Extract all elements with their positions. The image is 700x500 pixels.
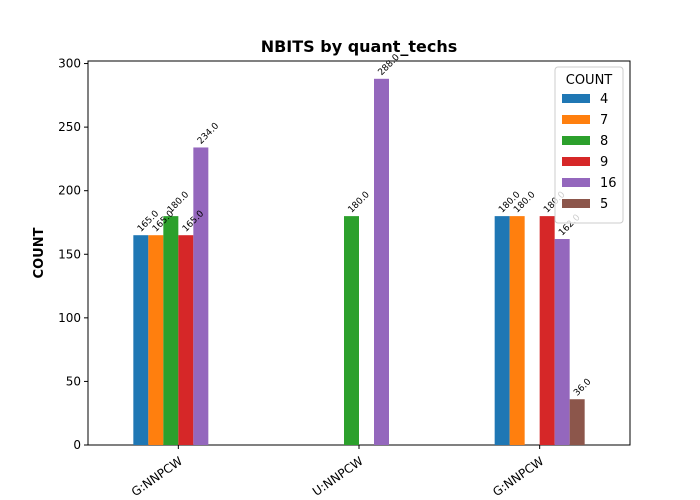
- y-tick-label: 0: [73, 438, 81, 452]
- y-tick-label: 300: [58, 57, 81, 71]
- legend-title: COUNT: [566, 73, 613, 88]
- y-tick-label: 150: [58, 247, 81, 261]
- bar-9-2: [539, 216, 555, 445]
- legend-swatch-8: [562, 136, 590, 145]
- legend: COUNT 4 7 8 9 16 5: [554, 66, 624, 224]
- bar-7-0: [148, 235, 164, 445]
- data-label: 234.0: [196, 121, 221, 146]
- bar-5-2: [569, 399, 585, 445]
- bar-8-0: [163, 216, 179, 445]
- bar-8-1: [344, 216, 359, 445]
- bar-16-1: [374, 78, 389, 445]
- bar-16-2: [554, 239, 570, 445]
- y-tick-label: 50: [66, 374, 81, 388]
- legend-swatch-4: [562, 94, 590, 103]
- bars: [133, 78, 585, 446]
- x-tick-label: U:NNPCW: [310, 454, 366, 499]
- legend-swatch-9: [562, 157, 590, 166]
- y-tick-label: 250: [58, 120, 81, 134]
- bar-16-0: [193, 147, 209, 446]
- x-tick-label: G:NNPCW: [490, 454, 546, 499]
- data-label: 36.0: [572, 377, 593, 398]
- legend-swatch-5: [562, 199, 590, 208]
- legend-entry-5: 5: [600, 197, 608, 212]
- bar-7-2: [509, 216, 525, 445]
- bar-9-0: [178, 235, 194, 445]
- legend-swatch-16: [562, 178, 590, 187]
- x-axis: G:NNPCW U:NNPCW G:NNPCW: [129, 445, 546, 499]
- legend-entry-7: 7: [600, 113, 608, 128]
- bar-4-0: [133, 235, 149, 445]
- legend-entry-4: 4: [600, 92, 608, 107]
- data-label: 288.0: [377, 52, 402, 77]
- y-tick-label: 100: [58, 311, 81, 325]
- bar-4-2: [494, 216, 510, 445]
- y-axis-label: COUNT: [32, 227, 47, 278]
- legend-entry-9: 9: [600, 155, 608, 170]
- legend-swatch-7: [562, 115, 590, 124]
- chart-title: NBITS by quant_techs: [261, 37, 458, 56]
- data-label: 180.0: [347, 190, 372, 215]
- legend-entry-8: 8: [600, 134, 608, 149]
- y-tick-label: 200: [58, 184, 81, 198]
- y-axis: 0 50 100 150 200 250 300: [58, 57, 88, 452]
- legend-entry-16: 16: [600, 176, 617, 191]
- data-label: 180.0: [166, 190, 191, 215]
- x-tick-label: G:NNPCW: [129, 454, 185, 499]
